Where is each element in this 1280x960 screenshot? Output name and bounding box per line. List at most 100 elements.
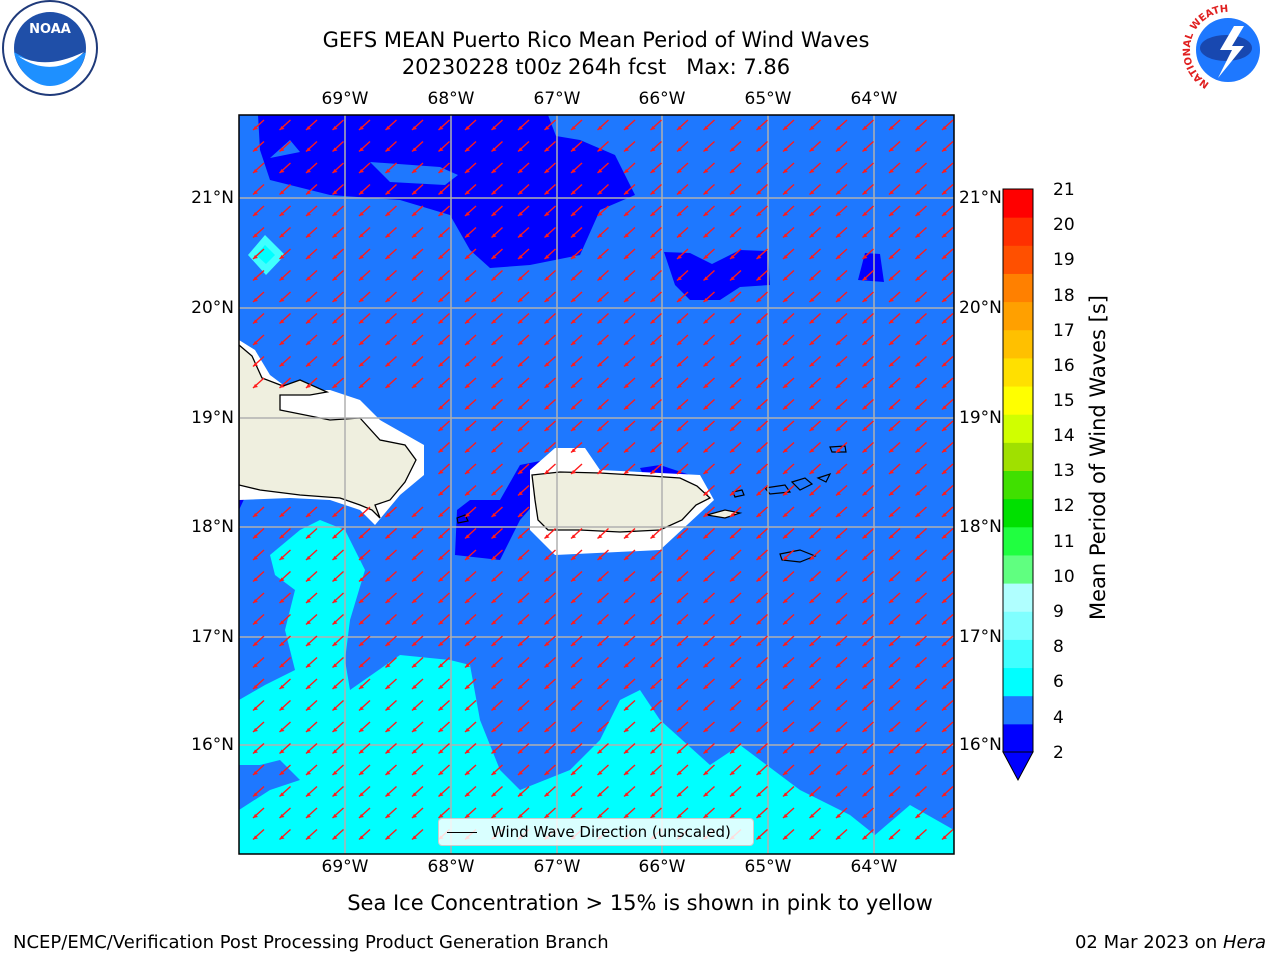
wind-wave-arrowhead [915,448,921,453]
wind-wave-arrowhead [889,620,894,625]
wind-wave-arrowhead [809,534,815,539]
wind-wave-arrowhead [571,384,576,388]
wind-wave-arrowhead [677,233,682,238]
wind-wave-arrowhead [756,276,762,281]
hispaniola [239,344,417,519]
wind-wave-arrowhead [518,642,523,646]
wind-wave-arrowhead [438,814,444,818]
colorbar-block [1003,611,1033,640]
wind-wave-arrowhead [491,427,497,431]
wind-wave-arrowhead [332,362,338,367]
wind-wave-arrowhead [836,190,841,195]
wind-wave-arrowhead [491,534,497,539]
wind-wave-arrowhead [306,685,311,689]
wind-wave-arrowhead [915,147,921,152]
wind-wave-arrowhead [597,276,603,281]
wind-wave-arrowhead [544,728,550,732]
wind-wave-arrowhead [942,792,947,797]
wind-wave-arrowhead [783,620,788,625]
wind-wave-arrowhead [438,792,444,797]
wind-wave-arrowhead [597,771,603,775]
wind-wave-arrowhead [306,341,311,345]
wind-wave-arrowhead [756,233,762,238]
wind-wave-arrowhead [862,599,868,603]
wind-wave-arrowhead [862,255,868,259]
wind-wave-arrowhead [412,749,417,754]
wind-wave-arrowhead [332,706,338,711]
wind-wave-arrowhead [465,405,470,410]
wind-wave-arrowhead [253,212,258,216]
wind-wave-arrowhead [306,771,311,775]
wind-wave-arrowhead [862,190,868,195]
wind-wave-arrowhead [677,534,682,539]
wind-wave-arrowhead [783,147,788,152]
wind-wave-arrowhead [438,728,444,732]
wind-wave-arrowhead [465,341,470,345]
wind-wave-arrowhead [730,491,735,496]
wind-wave-arrowhead [597,190,603,195]
sea-ice-note: Sea Ice Concentration > 15% is shown in … [347,891,933,915]
lon-tick-top: 64°W [850,89,898,109]
noaa-logo-text: NOAA [29,22,71,37]
wind-wave-arrowhead [703,212,709,216]
wind-wave-arrowhead [889,534,894,539]
wind-wave-arrowhead [385,599,391,603]
wind-wave-arrowhead [836,233,841,238]
wind-wave-arrowhead [332,599,338,603]
wind-wave-arrowhead [571,470,576,474]
wind-wave-direction-arrows [252,119,954,841]
wind-wave-arrowhead [571,534,576,539]
footer-date: 02 Mar 2023 on Hera [1075,932,1266,953]
wind-wave-arrowhead [597,620,603,625]
wind-wave-arrowhead [809,728,815,732]
wind-wave-arrowhead [518,427,523,431]
colorbar-tick-label: 4 [1053,708,1064,728]
wind-wave-arrowhead [703,276,709,281]
wind-wave-arrowhead [809,298,815,302]
colorbar-tick-label: 21 [1053,180,1075,200]
wind-wave-arrowhead [491,212,497,216]
wind-wave-arrowhead [332,577,338,582]
wind-wave-arrowhead [465,362,470,367]
colorbar-tick-label: 20 [1053,215,1075,235]
wind-wave-arrowhead [544,341,550,345]
wind-wave-arrowhead [650,405,656,410]
wind-wave-arrowhead [438,255,444,259]
wind-wave-arrowhead [544,427,550,431]
wind-wave-arrowhead [942,835,947,840]
wind-wave-arrowhead [465,470,470,474]
wind-wave-arrowhead [544,169,550,173]
wind-wave-arrowhead [544,147,550,152]
wind-wave-arrowhead [756,126,762,130]
wind-wave-arrowhead [730,728,735,732]
wind-wave-arrowhead [677,706,682,711]
wind-wave-arrowhead [332,534,338,539]
wind-wave-arrowhead [518,663,523,668]
wind-wave-arrowhead [306,147,311,152]
wind-wave-arrowhead [518,792,523,797]
colorbar-tick-label: 11 [1053,532,1075,552]
wind-wave-arrowhead [703,233,709,238]
wind-wave-arrowhead [412,319,417,324]
wind-wave-arrowhead [544,599,550,603]
wind-wave-arrowhead [703,405,709,410]
wind-wave-arrowhead [889,771,894,775]
wind-wave-arrowhead [385,814,391,818]
wind-wave-arrowhead [438,599,444,603]
wind-wave-arrowhead [491,448,497,453]
wind-wave-arrowhead [412,255,417,259]
wind-wave-arrowhead [544,233,550,238]
wind-wave-arrowhead [412,577,417,582]
wind-wave-arrowhead [836,642,841,646]
wind-wave-arrowhead [253,233,258,238]
colorbar-block [1003,189,1033,218]
wind-wave-arrowhead [809,685,815,689]
wind-wave-arrowhead [836,814,841,818]
wind-wave-arrowhead [730,212,735,216]
wind-wave-arrowhead [412,663,417,668]
wind-wave-arrowhead [677,728,682,732]
wind-wave-arrowhead [942,341,947,345]
nws-logo: NATIONAL WEATHER SERVICE [1178,0,1274,96]
wind-wave-arrowhead [650,577,656,582]
colorbar-tick-label: 12 [1053,496,1075,516]
